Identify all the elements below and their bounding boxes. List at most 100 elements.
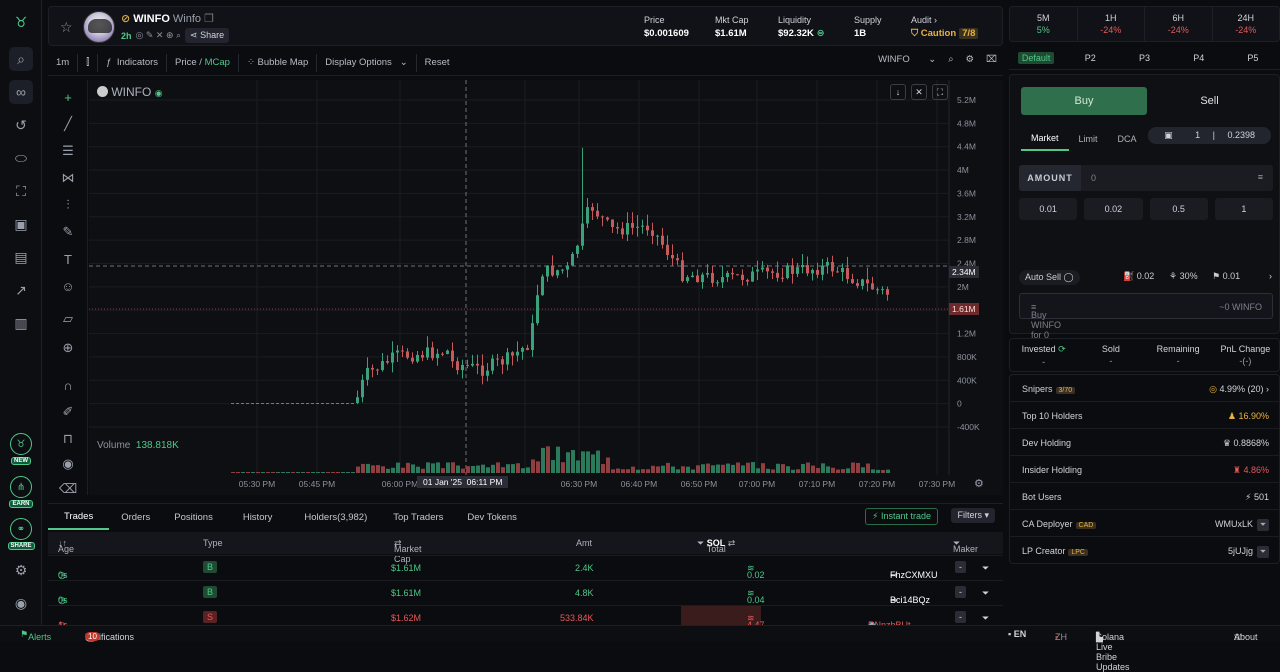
refresh-icon[interactable]: ⟳ xyxy=(1058,344,1066,354)
col-maker[interactable]: Maker ⏷ xyxy=(953,538,979,554)
promo-share[interactable]: ⚭ SHARE xyxy=(7,518,35,550)
filters-button[interactable]: Filters ▾ xyxy=(951,508,995,523)
search-icon[interactable]: ⌕ xyxy=(9,47,33,71)
trendline-icon[interactable]: ╱ xyxy=(64,116,72,131)
chart-svg[interactable]: 5.2M4.8M4.4M4M3.6M3.2M2.8M2.4M2M1.6M1.2M… xyxy=(89,80,1003,495)
tab-limit[interactable]: Limit xyxy=(1078,134,1098,144)
quick-amount-button[interactable]: 1 xyxy=(1214,198,1273,220)
tab-trades[interactable]: Trades xyxy=(48,504,110,530)
tab-top-traders[interactable]: Top Traders xyxy=(393,511,444,523)
pill-icon[interactable]: ⬭ xyxy=(15,149,27,166)
gear-icon[interactable]: ⚙ xyxy=(965,54,975,65)
social-icons[interactable]: ◎ ✎ ✕ ⊕ ⌕ xyxy=(135,30,182,40)
favorite-star-icon[interactable]: ☆ xyxy=(60,19,73,35)
share-button[interactable]: ⋖ Share xyxy=(185,28,230,43)
crosshair-icon[interactable]: + xyxy=(64,89,72,105)
col-total[interactable]: ⏷ Total SOL ⇄ xyxy=(697,538,736,554)
preset-p4[interactable]: P4 xyxy=(1193,53,1205,63)
bubble-map-button[interactable]: ⁘ Bubble Map xyxy=(239,53,318,72)
download-icon[interactable]: ↓ xyxy=(890,84,906,100)
row-menu-button[interactable]: - xyxy=(955,586,966,598)
promo-earn[interactable]: ⋔ EARN xyxy=(8,476,34,508)
menu-icon[interactable]: ≡ xyxy=(1257,172,1263,182)
tab-dev-tokens[interactable]: Dev Tokens xyxy=(467,511,517,523)
ca-deployer-row[interactable]: CA Deployer CAD WMUxLK ⏷ xyxy=(1010,510,1280,537)
chart-settings-icon[interactable]: ⚙ xyxy=(974,478,984,490)
display-options-dropdown[interactable]: Display Options ⌄ xyxy=(317,53,417,72)
reset-button[interactable]: Reset xyxy=(424,57,450,68)
tab-market[interactable]: Market xyxy=(1021,133,1069,151)
instant-trade-button[interactable]: ⚡ Instant trade xyxy=(865,508,938,525)
quick-amount-button[interactable]: 0.01 xyxy=(1019,198,1078,220)
zoom-icon[interactable]: ⌕ xyxy=(948,54,954,65)
wallet-selector[interactable]: ▣ 1 | 0.2398 xyxy=(1148,127,1271,144)
brush-icon[interactable]: ✎ xyxy=(62,224,74,239)
preset-p3[interactable]: P3 xyxy=(1139,53,1151,63)
user-icon[interactable]: ◉ xyxy=(14,594,28,611)
indicators-button[interactable]: ƒ Indicators xyxy=(98,53,168,72)
table-row[interactable]: ◷ 0s B $1.61M 4.8K 0.04 ≋ ➡ Bci14BQz - ⏷ xyxy=(48,580,1003,605)
history-icon[interactable]: ↺ xyxy=(15,116,27,133)
lang-en[interactable]: ▪ EN xyxy=(1008,629,1027,639)
filter-icon[interactable]: ⏷ xyxy=(982,563,990,573)
tf-1h[interactable]: 1H -24% xyxy=(1078,7,1145,41)
ruler-icon[interactable]: ▱ xyxy=(63,311,73,326)
tf-5m[interactable]: 5M 5% xyxy=(1010,7,1078,41)
tab-dca[interactable]: DCA xyxy=(1117,134,1137,144)
lock-icon[interactable]: ⊓ xyxy=(62,431,74,446)
fib-icon[interactable]: ⫶ xyxy=(66,197,70,212)
price-chart[interactable]: 5.2M4.8M4.4M4M3.6M3.2M2.8M2.4M2M1.6M1.2M… xyxy=(89,80,1003,495)
briefcase-icon[interactable]: ▣ xyxy=(14,215,28,232)
tab-orders[interactable]: Orders xyxy=(121,511,151,523)
row-menu-button[interactable]: - xyxy=(955,611,966,623)
eye-icon[interactable]: ◉ xyxy=(62,456,74,471)
lock-draw-icon[interactable]: ✐ xyxy=(62,404,74,419)
horizontal-lines-icon[interactable]: ☰ xyxy=(62,143,74,158)
price-mcap-toggle[interactable]: Price / MCap xyxy=(167,53,239,72)
chart-icon[interactable]: ↗ xyxy=(15,281,27,298)
tf-6h[interactable]: 6H -24% xyxy=(1145,7,1213,41)
chevron-right-icon[interactable]: › xyxy=(1269,271,1272,281)
promo-new[interactable]: ♉ NEW xyxy=(8,433,34,465)
snipers-row[interactable]: Snipers 3/70 ◎ 4.99% (20) › xyxy=(1010,375,1280,402)
quick-amount-button[interactable]: 0.02 xyxy=(1084,198,1143,220)
magnet-icon[interactable]: ∩ xyxy=(63,377,73,393)
candle-type-icon[interactable]: ⫿ xyxy=(78,53,99,72)
emoji-icon[interactable]: ☺ xyxy=(61,278,75,294)
symbol-select[interactable]: WINFO ⌄ xyxy=(878,54,937,65)
interval-button[interactable]: 1m xyxy=(48,53,79,72)
col-age[interactable]: Age ↓↑ xyxy=(58,538,75,554)
copy-icon[interactable]: ❐ xyxy=(204,13,214,25)
camera-icon[interactable]: ⌧ xyxy=(986,54,997,65)
filter-icon[interactable]: ⏷ xyxy=(1257,546,1269,558)
filter-icon[interactable]: ⏷ xyxy=(982,613,990,623)
collapse-icon[interactable]: ✕ xyxy=(911,84,927,100)
wallet-icon[interactable]: ▤ xyxy=(14,248,28,265)
tab-history[interactable]: History xyxy=(242,511,273,523)
row-menu-button[interactable]: - xyxy=(955,561,966,573)
trash-icon[interactable]: ⌫ xyxy=(58,481,78,496)
tab-holders[interactable]: Holders(3,982) xyxy=(304,511,368,523)
preset-p5[interactable]: P5 xyxy=(1247,53,1259,63)
lp-creator-row[interactable]: LP Creator LPC 5jUJjg ⏷ xyxy=(1010,537,1280,564)
document-icon[interactable]: ▥ xyxy=(14,314,28,331)
auto-sell-toggle[interactable]: Auto Sell ◯ xyxy=(1019,269,1080,285)
stat-audit[interactable]: Audit › ⛉ Caution 7/8 xyxy=(911,15,979,39)
filter-icon[interactable]: ⏷ xyxy=(1257,519,1269,531)
filter-icon[interactable]: ⏷ xyxy=(982,588,990,598)
table-row[interactable]: ◷ 0s B $1.61M 2.4K 0.02 ≋ ➡ FhzCXMXU - ⏷ xyxy=(48,555,1003,580)
col-mcap[interactable]: Market Cap ⇄ xyxy=(394,538,422,564)
settings-icon[interactable]: ⚙ xyxy=(14,561,28,578)
buy-tab[interactable]: Buy xyxy=(1021,87,1147,115)
text-icon[interactable]: T xyxy=(64,251,72,267)
fullscreen-icon[interactable]: ⛶ xyxy=(932,84,948,100)
alerts-button[interactable]: ⚑ Alerts xyxy=(20,629,52,642)
preset-default[interactable]: Default xyxy=(1009,48,1063,69)
preset-p2[interactable]: P2 xyxy=(1084,53,1096,63)
quick-amount-button[interactable]: 0.5 xyxy=(1149,198,1208,220)
scan-icon[interactable]: ⛶ xyxy=(16,182,26,199)
tf-24h[interactable]: 24H -24% xyxy=(1235,13,1257,35)
sell-tab[interactable]: Sell xyxy=(1200,95,1219,107)
buy-submit-button[interactable]: Buy WINFO for 0 ≡ ~0 WINFO xyxy=(1019,293,1273,340)
tab-positions[interactable]: Positions xyxy=(174,511,213,523)
